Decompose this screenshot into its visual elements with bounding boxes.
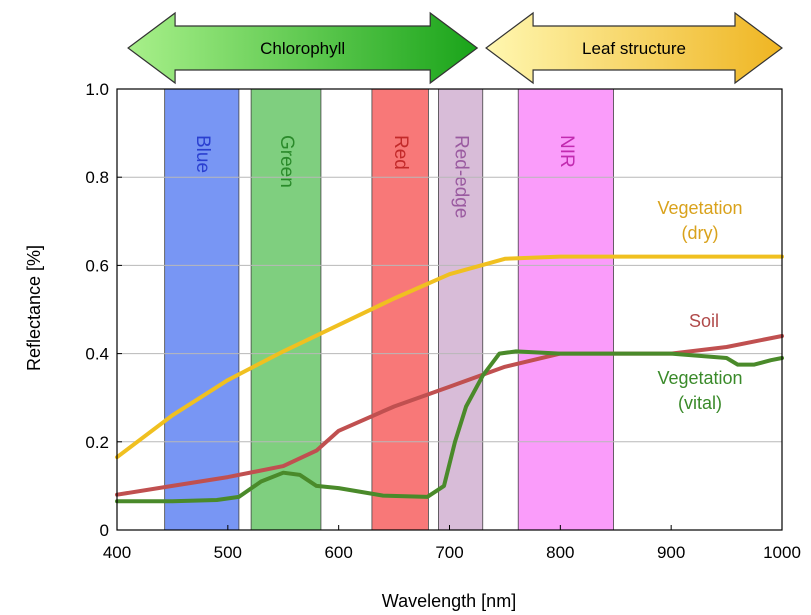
series-label: Vegetation (vital) bbox=[657, 368, 742, 413]
y-tick-label: 0.2 bbox=[85, 433, 109, 452]
band-rect bbox=[438, 88, 484, 531]
arrow-label: Leaf structure bbox=[582, 39, 686, 58]
labels-layer: Wavelength [nm] Reflectance [%] Vegetati… bbox=[24, 198, 743, 611]
band-rect bbox=[164, 88, 240, 531]
band-rect bbox=[371, 88, 429, 531]
x-tick-label: 400 bbox=[103, 543, 131, 562]
double-arrow bbox=[485, 11, 784, 85]
band-label: Green bbox=[276, 135, 297, 188]
series-label: Soil bbox=[689, 311, 719, 331]
arrows-layer: Chlorophyll Leaf structure bbox=[127, 11, 784, 85]
series-label-line: (vital) bbox=[678, 393, 722, 413]
band-label: Blue bbox=[192, 135, 213, 173]
y-tick-label: 0.6 bbox=[85, 256, 109, 275]
x-tick-label: 1000 bbox=[763, 543, 801, 562]
arrow-label: Chlorophyll bbox=[260, 39, 345, 58]
series-label-line: (dry) bbox=[682, 223, 719, 243]
series-label-line: Vegetation bbox=[657, 368, 742, 388]
series-layer bbox=[115, 254, 784, 504]
x-tick-label: 700 bbox=[435, 543, 463, 562]
y-tick-label: 0 bbox=[100, 521, 109, 540]
series-label: Vegetation (dry) bbox=[657, 198, 742, 243]
x-axis-label: Wavelength [nm] bbox=[382, 591, 516, 611]
y-axis-label: Reflectance [%] bbox=[24, 245, 44, 371]
x-tick-label: 500 bbox=[214, 543, 242, 562]
bands-layer: Blue Green Red Red-edge NIR bbox=[164, 88, 614, 531]
series-label-line: Soil bbox=[689, 311, 719, 331]
double-arrow bbox=[127, 11, 479, 85]
axes-layer: 400 500 600 700 800 900 1000 0 0.2 0.4 0.6 0.8 1.0 bbox=[85, 80, 801, 562]
y-tick-label: 1.0 bbox=[85, 80, 109, 99]
y-tick-label: 0.4 bbox=[85, 345, 109, 364]
series-line bbox=[115, 349, 784, 504]
band-label: Red bbox=[390, 135, 411, 170]
series-line bbox=[115, 254, 784, 460]
x-tick-label: 800 bbox=[546, 543, 574, 562]
x-tick-label: 900 bbox=[657, 543, 685, 562]
x-tick-label: 600 bbox=[324, 543, 352, 562]
band-label: NIR bbox=[556, 135, 577, 168]
series-label-line: Vegetation bbox=[657, 198, 742, 218]
band-rect bbox=[517, 88, 614, 531]
y-tick-label: 0.8 bbox=[85, 168, 109, 187]
